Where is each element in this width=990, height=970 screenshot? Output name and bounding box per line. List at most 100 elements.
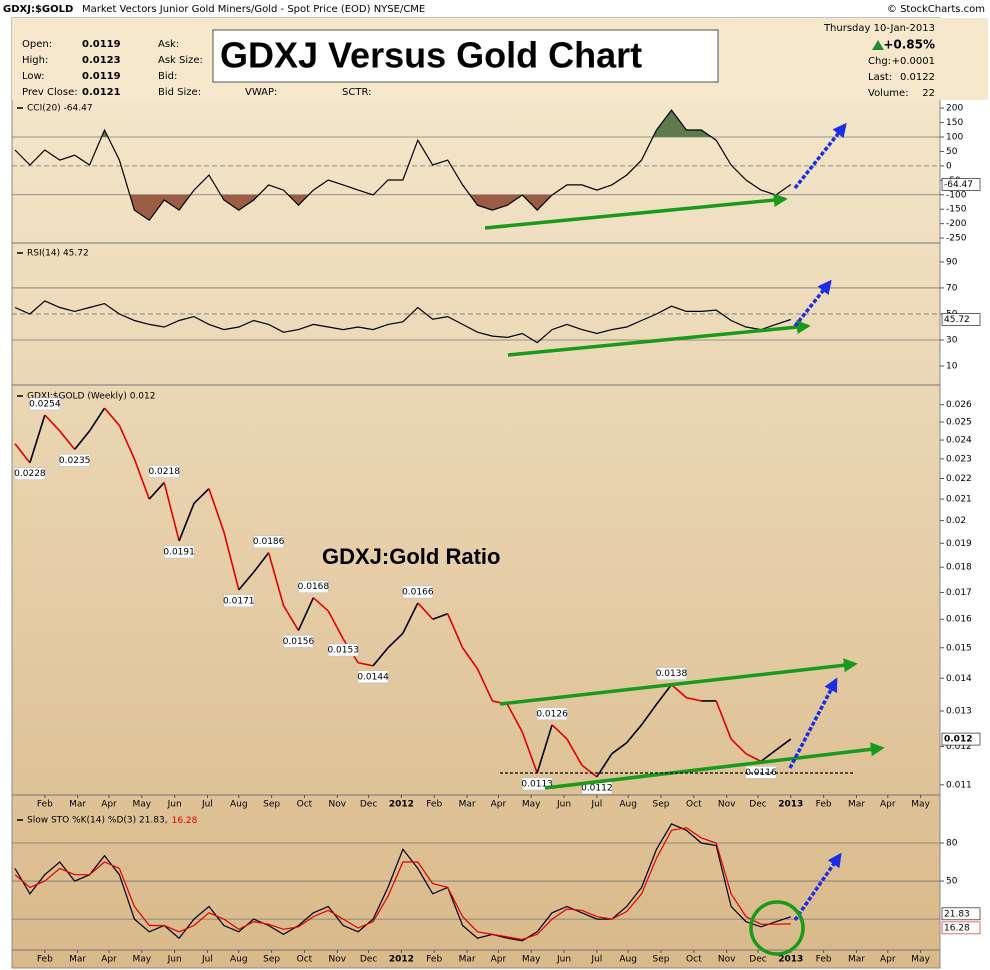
stat-value: +0.0001	[892, 56, 935, 67]
series-line	[14, 109, 792, 222]
price-segment	[267, 552, 285, 606]
price-segment	[730, 738, 747, 755]
y-tick-label: 100	[946, 132, 963, 142]
highlight-circle	[749, 900, 805, 956]
price-segment	[148, 482, 165, 500]
x-tick-label: Dec	[360, 800, 377, 810]
value-label: 0.0191	[163, 547, 195, 557]
y-tick-label: 0.016	[946, 615, 972, 625]
title-value: 16.28	[172, 816, 198, 826]
x-tick-label: 2012	[389, 800, 414, 810]
value-label-box	[223, 594, 255, 608]
price-segment	[118, 425, 136, 460]
current-value-box	[941, 921, 981, 935]
price-segment	[133, 458, 151, 500]
x-tick-label: Nov	[718, 800, 736, 810]
y-tick-label: 0.014	[946, 674, 972, 684]
price-segment	[670, 684, 687, 699]
price-segment	[655, 684, 673, 705]
current-value: 21.83	[944, 909, 970, 919]
price-segment	[238, 571, 255, 591]
price-segment	[775, 738, 792, 751]
value-label: 0.0126	[536, 709, 568, 719]
value-label-box	[59, 454, 90, 467]
y-tick-label: 10	[946, 362, 958, 372]
price-segment	[760, 749, 777, 763]
y-tick-label: -100	[946, 190, 967, 200]
series-line	[14, 300, 791, 344]
stat-value: 22	[922, 88, 935, 99]
x-tick-label: Sep	[263, 955, 280, 965]
y-tick-label: 30	[946, 335, 958, 345]
price-segment	[193, 488, 210, 504]
x-tick-label: Oct	[297, 955, 313, 965]
x-tick-label: Mar	[848, 955, 865, 965]
y-tick-label: 0.026	[946, 400, 972, 410]
projection-arrow	[793, 122, 847, 190]
x-tick-label: Feb	[816, 955, 832, 965]
value-label-box	[29, 397, 61, 411]
current-value: -64.47	[944, 180, 973, 190]
chart-annotation: GDXJ:Gold Ratio	[322, 544, 500, 569]
price-segment	[536, 724, 553, 774]
x-tick-label: Oct	[686, 955, 702, 965]
price-segment	[640, 703, 658, 726]
x-tick-label: May	[133, 800, 152, 810]
plot-background	[11, 17, 941, 969]
quote-field: SCTR:	[342, 87, 371, 98]
x-tick-label: Sep	[263, 800, 280, 810]
x-tick-label: Mar	[459, 800, 476, 810]
x-tick-label: Sep	[653, 800, 670, 810]
y-tick-label: -150	[946, 205, 967, 215]
y-tick-label: 50	[946, 147, 958, 157]
value-label: 0.0112	[581, 783, 613, 793]
quote-field: Bid Size:	[158, 87, 201, 98]
panel-title: RSI(14) 45.72	[27, 249, 89, 259]
value-label: 0.0166	[402, 587, 434, 597]
x-tick-label: 2013	[778, 800, 803, 810]
title-box	[212, 29, 719, 83]
series-line	[14, 823, 791, 942]
value-label: 0.0186	[253, 537, 285, 547]
x-tick-label: Aug	[619, 955, 637, 965]
value-label-box	[357, 670, 389, 684]
stat-label: Last:	[868, 72, 892, 83]
price-segment	[44, 414, 61, 432]
x-tick-label: Nov	[328, 955, 346, 965]
current-value: 16.28	[944, 923, 970, 933]
y-tick-label: 200	[946, 104, 963, 114]
value-label: 0.0228	[14, 469, 46, 479]
panel-title: GDXJ:$GOLD (Weekly) 0.012	[27, 392, 155, 402]
value-label: 0.0218	[148, 467, 180, 477]
quote-label: Prev Close:	[22, 87, 78, 98]
x-tick-label: Nov	[718, 955, 736, 965]
quote-value: 0.0119	[82, 71, 121, 82]
x-tick-label: Jul	[201, 800, 213, 810]
price-segment	[611, 742, 628, 755]
y-tick-label: 80	[946, 838, 958, 848]
x-tick-label: Jun	[556, 800, 571, 810]
quote-date: Thursday 10-Jan-2013	[823, 23, 935, 34]
quote-value: 0.0123	[82, 55, 121, 66]
x-tick-label: Jul	[590, 800, 602, 810]
x-tick-label: Apr	[491, 800, 507, 810]
price-segment	[626, 724, 643, 744]
quote-label: Low:	[22, 71, 45, 82]
y-tick-label: -250	[946, 234, 967, 244]
trend-arrow	[544, 742, 885, 790]
y-tick-label: 150	[946, 118, 963, 128]
price-segment	[297, 597, 315, 631]
value-label: 0.0168	[298, 582, 330, 592]
stat-value: 0.0122	[900, 72, 935, 83]
x-tick-label: Mar	[69, 955, 86, 965]
price-segment	[372, 647, 389, 667]
y-tick-label: 0.021	[946, 495, 972, 505]
y-tick-label: 0.017	[946, 588, 972, 598]
value-label-box	[327, 643, 359, 657]
x-tick-label: May	[911, 955, 930, 965]
price-segment	[432, 613, 448, 620]
x-tick-label: Feb	[426, 800, 442, 810]
x-tick-label: Mar	[848, 800, 865, 810]
x-tick-label: Mar	[69, 800, 86, 810]
